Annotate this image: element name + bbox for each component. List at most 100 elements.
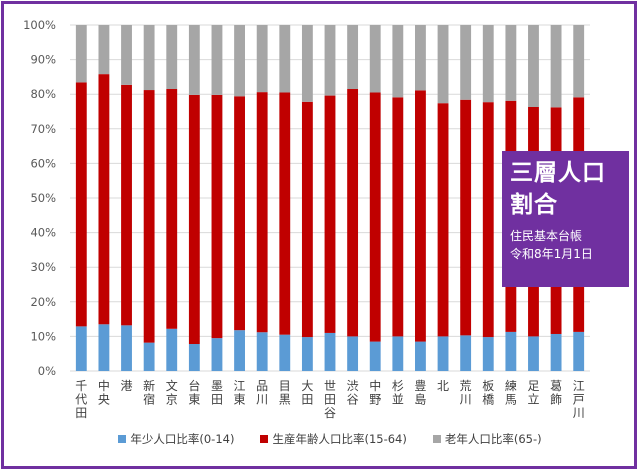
- bar-segment-1: [143, 342, 155, 371]
- bar-segment-3: [279, 25, 291, 93]
- bar-segment-1: [369, 341, 381, 371]
- chart-title-box: 三層人口割合 住民基本台帳 令和8年1月1日: [502, 151, 629, 287]
- chart-subtitle: 住民基本台帳 令和8年1月1日: [510, 227, 621, 263]
- bar-segment-3: [392, 25, 404, 98]
- bar-segment-1: [550, 333, 562, 371]
- bar-segment-2: [301, 101, 313, 338]
- bar-segment-2: [437, 103, 449, 337]
- bar-segment-1: [121, 325, 132, 371]
- bar-segment-3: [256, 25, 268, 93]
- subtitle-source: 住民基本台帳: [510, 229, 583, 243]
- bar-segment-1: [188, 344, 200, 371]
- bar-segment-2: [166, 89, 178, 329]
- bar-segment-2: [392, 97, 404, 337]
- y-tick-label: 30%: [30, 260, 56, 274]
- x-tick-label: 大田: [301, 379, 313, 407]
- bar-segment-1: [75, 326, 87, 371]
- bar-segment-2: [279, 92, 291, 335]
- bar-segment-3: [188, 25, 200, 95]
- bar-segment-2: [415, 90, 426, 342]
- bar-segment-1: [234, 330, 245, 371]
- bar-segment-3: [550, 25, 562, 108]
- bar-segment-3: [211, 25, 223, 95]
- x-tick-label: 練馬: [505, 379, 517, 407]
- x-tick-label: 文京: [166, 378, 178, 407]
- legend-label: 年少人口比率(0-14): [130, 432, 235, 446]
- bar-segment-3: [505, 25, 517, 101]
- y-tick-label: 10%: [30, 329, 56, 343]
- x-tick-label: 板橋: [482, 379, 494, 407]
- bar-segment-1: [256, 332, 268, 371]
- bar-segment-3: [301, 25, 313, 102]
- legend-swatch: [432, 435, 441, 443]
- bar-segment-2: [234, 96, 245, 331]
- x-tick-label: 北: [437, 379, 449, 393]
- y-tick-label: 80%: [30, 87, 56, 101]
- bar-segment-3: [460, 25, 472, 100]
- bar-segment-1: [392, 336, 404, 371]
- bar-segment-1: [505, 331, 517, 371]
- x-tick-label: 江戸川: [573, 379, 585, 420]
- bar-segment-2: [121, 84, 132, 326]
- legend-label: 老年人口比率(65-): [444, 432, 542, 446]
- bar-segment-3: [573, 25, 585, 98]
- x-tick-label: 渋谷: [347, 379, 359, 407]
- bar-segment-3: [347, 25, 359, 90]
- bar-segment-2: [369, 92, 381, 342]
- bar-segment-3: [234, 25, 245, 97]
- bar-segment-2: [143, 90, 155, 343]
- bar-segment-3: [369, 25, 381, 93]
- bar-segment-1: [324, 332, 336, 371]
- chart-title: 三層人口割合: [510, 160, 606, 218]
- y-tick-label: 20%: [30, 295, 56, 309]
- legend-label: 生産年齢人口比率(15-64): [272, 432, 407, 446]
- bar-segment-1: [460, 335, 472, 371]
- y-tick-label: 100%: [23, 18, 56, 32]
- x-tick-label: 墨田: [211, 379, 223, 407]
- x-tick-label: 港: [121, 379, 133, 393]
- y-tick-label: 60%: [30, 156, 56, 170]
- bar-segment-3: [166, 25, 178, 90]
- x-tick-label: 江東: [234, 379, 246, 407]
- legend: 年少人口比率(0-14) 生産年齢人口比率(15-64) 老年人口比率(65-): [70, 430, 590, 448]
- bar-segment-3: [324, 25, 336, 96]
- x-tick-label: 千代田: [75, 379, 87, 420]
- legend-item-1: 年少人口比率(0-14): [118, 430, 234, 448]
- bar-segment-1: [482, 337, 494, 371]
- x-tick-label: 品川: [256, 379, 268, 407]
- x-tick-label: 荒川: [460, 379, 472, 407]
- bar-segment-3: [437, 25, 449, 104]
- x-tick-label: 目黒: [279, 379, 291, 407]
- bar-segment-3: [121, 25, 132, 85]
- legend-item-3: 老年人口比率(65-): [432, 430, 542, 448]
- legend-swatch: [260, 435, 269, 443]
- bar-segment-1: [166, 328, 178, 371]
- bar-segment-3: [143, 25, 155, 91]
- bar-segment-3: [98, 25, 110, 75]
- bar-segment-2: [347, 89, 359, 337]
- x-tick-label: 豊島: [414, 379, 426, 407]
- y-tick-label: 40%: [30, 226, 56, 240]
- bar-segment-1: [211, 338, 223, 371]
- y-tick-label: 50%: [30, 191, 56, 205]
- subtitle-date: 令和8年1月1日: [510, 247, 593, 261]
- bar-segment-1: [98, 324, 110, 371]
- y-tick-label: 90%: [30, 53, 56, 67]
- bar-segment-2: [98, 74, 110, 325]
- y-tick-label: 70%: [30, 122, 56, 136]
- x-tick-label: 杉並: [392, 379, 404, 407]
- bar-segment-1: [437, 336, 449, 371]
- bar-segment-2: [256, 92, 268, 333]
- x-tick-label: 葛飾: [550, 379, 562, 407]
- bar-segment-3: [482, 25, 494, 103]
- x-tick-label: 台東: [188, 378, 200, 407]
- bar-segment-2: [460, 99, 472, 336]
- bar-segment-1: [415, 341, 426, 371]
- y-tick-label: 0%: [38, 364, 56, 378]
- bar-segment-2: [188, 94, 200, 345]
- x-tick-label: 足立: [527, 379, 539, 407]
- bar-segment-1: [347, 336, 359, 371]
- x-tick-label: 世田谷: [324, 379, 336, 420]
- bar-segment-2: [324, 95, 336, 333]
